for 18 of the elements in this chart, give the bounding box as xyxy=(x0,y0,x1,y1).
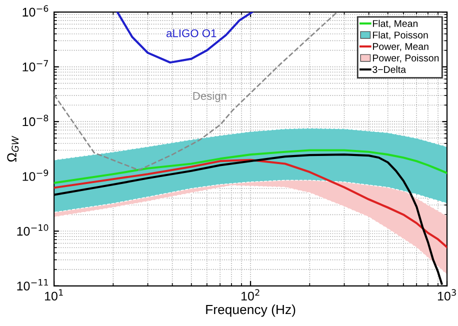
legend-label: Power, Poisson xyxy=(373,54,439,63)
y-axis-title: Ω$_{GW}$ xyxy=(7,136,19,162)
legend-label: Flat, Mean xyxy=(373,20,418,28)
annotation: aLIGO O1 xyxy=(166,29,216,38)
y-tick-label: 10$^{−11}$ xyxy=(17,279,48,290)
x-tick-label: 10$^{1}$ xyxy=(44,289,63,301)
legend-label: Flat, Poisson xyxy=(373,31,428,40)
y-tick-label: 10$^{−10}$ xyxy=(17,224,48,236)
legend-label: 3−Delta xyxy=(372,66,406,73)
x-tick-label: 10$^{2}$ xyxy=(241,289,260,301)
y-tick-label: 10$^{−9}$ xyxy=(22,170,48,181)
y-tick-label: 10$^{−6}$ xyxy=(22,5,48,17)
y-tick-label: 10$^{−7}$ xyxy=(22,60,48,72)
y-tick-label: 10$^{−8}$ xyxy=(22,114,48,126)
x-axis-title: Frequency (Hz) xyxy=(206,304,296,317)
legend-label: Power, Mean xyxy=(373,43,428,52)
annotation: Design xyxy=(193,92,226,102)
x-tick-label: 10$^{3}$ xyxy=(438,289,456,301)
